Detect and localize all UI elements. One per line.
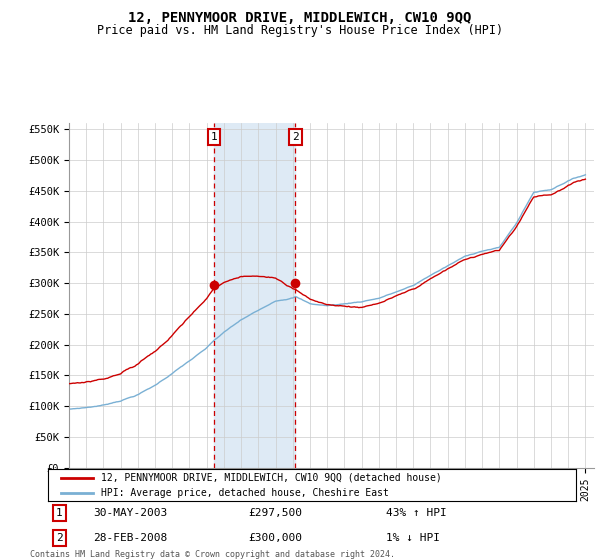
Text: £297,500: £297,500 [248,508,302,518]
Text: 43% ↑ HPI: 43% ↑ HPI [386,508,446,518]
Text: £300,000: £300,000 [248,533,302,543]
Text: 30-MAY-2003: 30-MAY-2003 [93,508,167,518]
Text: 2: 2 [56,533,62,543]
Text: 12, PENNYMOOR DRIVE, MIDDLEWICH, CW10 9QQ (detached house): 12, PENNYMOOR DRIVE, MIDDLEWICH, CW10 9Q… [101,473,442,483]
Text: 1: 1 [56,508,62,518]
Text: Price paid vs. HM Land Registry's House Price Index (HPI): Price paid vs. HM Land Registry's House … [97,24,503,36]
Text: 28-FEB-2008: 28-FEB-2008 [93,533,167,543]
Text: 1: 1 [211,132,217,142]
Text: 12, PENNYMOOR DRIVE, MIDDLEWICH, CW10 9QQ: 12, PENNYMOOR DRIVE, MIDDLEWICH, CW10 9Q… [128,11,472,25]
Text: 1% ↓ HPI: 1% ↓ HPI [386,533,440,543]
Bar [214,123,295,468]
Text: HPI: Average price, detached house, Cheshire East: HPI: Average price, detached house, Ches… [101,488,389,498]
Text: Contains HM Land Registry data © Crown copyright and database right 2024.
This d: Contains HM Land Registry data © Crown c… [30,550,395,560]
Text: 2: 2 [292,132,299,142]
